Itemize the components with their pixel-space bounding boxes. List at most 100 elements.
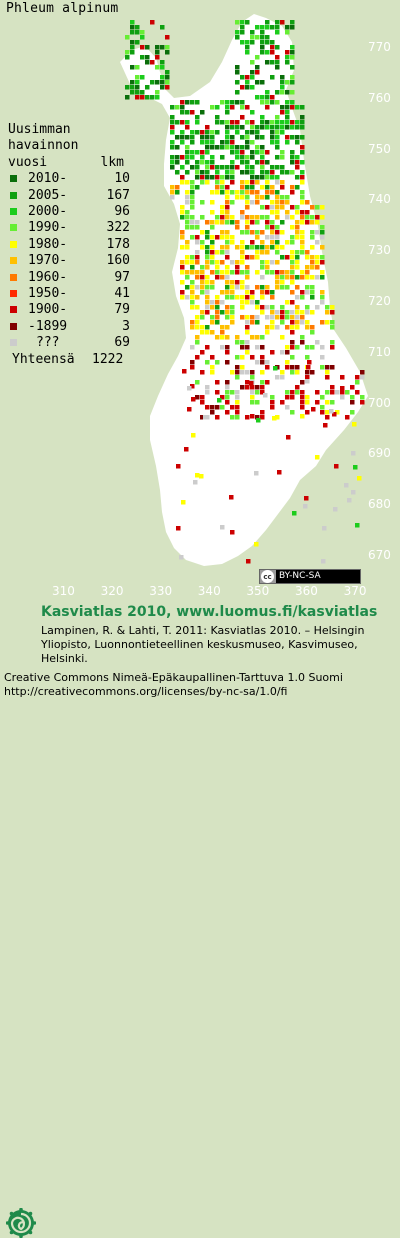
grid-cell [130,20,135,25]
grid-cell [305,410,310,415]
grid-cell [290,250,295,255]
grid-cell [195,225,200,230]
grid-cell [245,80,250,85]
grid-cell [255,300,260,305]
license-url[interactable]: http://creativecommons.org/licenses/by-n… [4,685,288,698]
grid-cell [255,175,260,180]
grid-cell [260,95,265,100]
grid-cell [310,235,315,240]
grid-cell [360,400,365,405]
grid-cell [300,115,305,120]
grid-cell [220,270,225,275]
grid-cell [255,180,260,185]
grid-cell [310,310,315,315]
cc-badge-text: BY-NC-SA [276,570,360,583]
grid-cell [255,250,260,255]
grid-cell [300,105,305,110]
grid-cell [235,415,240,420]
grid-cell [285,360,290,365]
grid-cell [265,20,270,25]
cc-license-badge[interactable]: cc BY-NC-SA [259,569,361,584]
grid-cell [290,260,295,265]
grid-cell [270,60,275,65]
grid-cell [135,95,140,100]
grid-cell [240,255,245,260]
grid-cell [170,105,175,110]
grid-cell [180,130,185,135]
grid-cell [260,360,265,365]
grid-cell [280,150,285,155]
grid-cell [235,120,240,125]
grid-cell [355,523,360,528]
grid-cell [290,160,295,165]
grid-cell [285,125,290,130]
grid-cell [220,310,225,315]
grid-cell [250,125,255,130]
legend-label: -1899 [28,318,68,334]
grid-cell [320,320,325,325]
grid-cell [190,225,195,230]
grid-cell [190,325,195,330]
grid-cell [290,215,295,220]
grid-cell [215,390,220,395]
grid-cell [290,370,295,375]
grid-cell [265,265,270,270]
grid-cell [305,395,310,400]
grid-cell [315,340,320,345]
grid-cell [290,320,295,325]
grid-cell [180,110,185,115]
grid-cell [285,100,290,105]
grid-cell [220,525,225,530]
grid-cell [190,305,195,310]
legend-header-line-1: Uusimman [8,122,71,137]
grid-cell [260,385,265,390]
grid-cell [290,270,295,275]
grid-cell [260,115,265,120]
grid-cell [260,335,265,340]
grid-cell [200,350,205,355]
grid-cell [330,365,335,370]
grid-cell [225,125,230,130]
grid-cell [235,280,240,285]
grid-cell [290,80,295,85]
grid-cell [320,230,325,235]
grid-cell [280,255,285,260]
grid-cell [230,315,235,320]
grid-cell [245,160,250,165]
grid-cell [300,405,305,410]
y-tick-label: 770 [368,40,391,54]
grid-cell [180,270,185,275]
grid-cell [240,280,245,285]
grid-cell [290,90,295,95]
grid-cell [225,245,230,250]
grid-cell [250,370,255,375]
grid-cell [285,350,290,355]
grid-cell [205,330,210,335]
grid-cell [265,170,270,175]
grid-cell [165,85,170,90]
grid-cell [260,380,265,385]
grid-cell [180,100,185,105]
grid-cell [255,245,260,250]
grid-cell [225,385,230,390]
grid-cell [275,130,280,135]
grid-cell [210,355,215,360]
grid-cell [275,60,280,65]
grid-cell [230,215,235,220]
grid-cell [225,205,230,210]
grid-cell [310,345,315,350]
brand-line[interactable]: Kasviatlas 2010, www.luomus.fi/kasviatla… [41,604,378,620]
grid-cell [270,350,275,355]
grid-cell [235,340,240,345]
grid-cell [195,315,200,320]
grid-cell [270,260,275,265]
grid-cell [250,295,255,300]
grid-cell [215,145,220,150]
grid-cell [265,60,270,65]
grid-cell [320,345,325,350]
grid-cell [225,270,230,275]
grid-cell [210,280,215,285]
grid-cell [320,410,325,415]
grid-cell [165,45,170,50]
grid-cell [180,135,185,140]
